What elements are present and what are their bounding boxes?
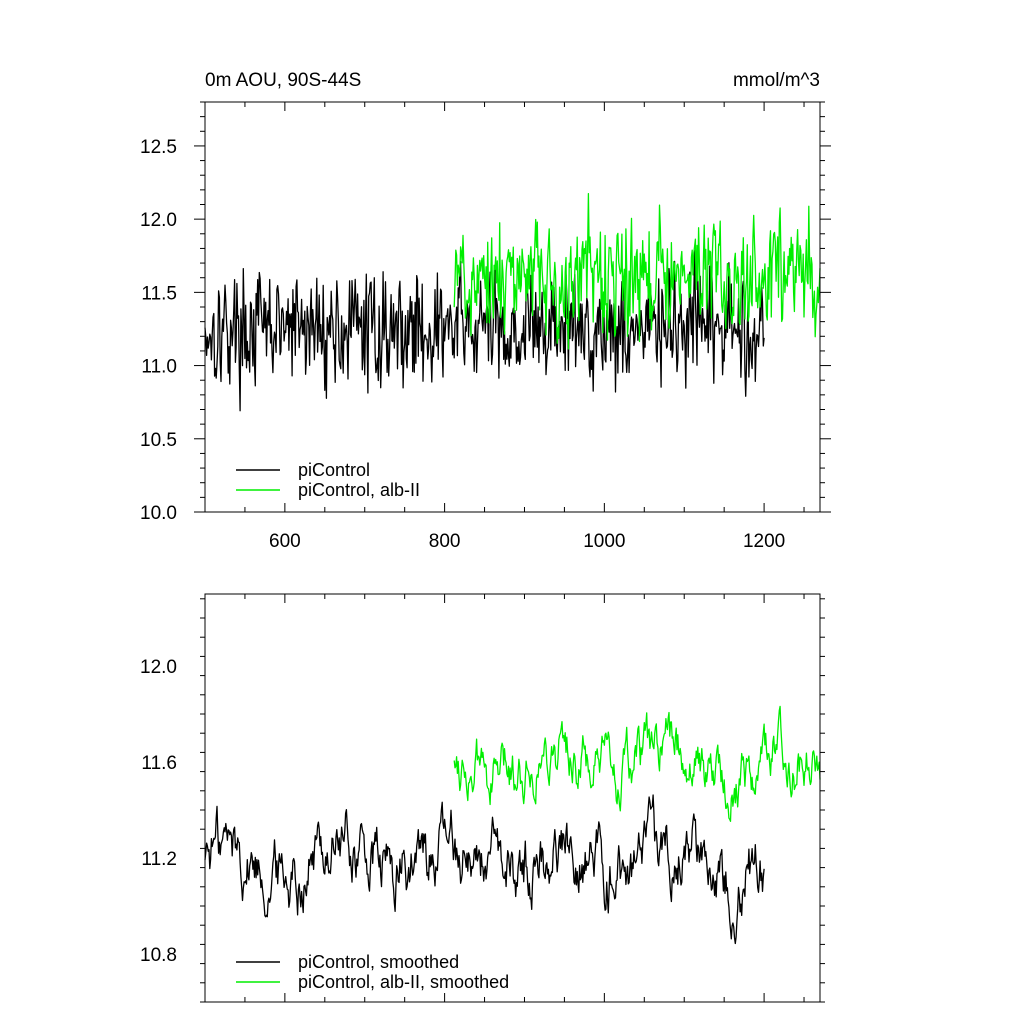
- x-tick-label: 1000: [583, 531, 625, 552]
- series-line-picontrol: [204, 250, 765, 412]
- bottom-panel-plot-area: [204, 705, 821, 945]
- top-panel-axes: 600 800 1000 1200 10.0 10.5 11.0 11.5 12.0 12.5: [140, 101, 831, 552]
- series-line-picontrol-alb-ii-smoothed: [453, 705, 821, 822]
- y-tick-label: 11.6: [141, 753, 177, 774]
- y-tick-label: 10.0: [140, 503, 177, 524]
- top-panel-legend: piControl piControl, alb-II: [236, 460, 420, 500]
- y-tick-label: 11.0: [141, 357, 177, 378]
- bottom-panel-legend: piControl, smoothed piControl, alb-II, s…: [236, 952, 509, 992]
- bottom-panel: 10.8 11.2 11.6 12.0 piControl, smoothed piC…: [140, 593, 825, 1003]
- legend-label-alb-ii: piControl, alb-II: [298, 480, 420, 500]
- top-panel-plot-area: [204, 192, 821, 412]
- y-tick-label: 10.8: [140, 945, 177, 966]
- legend-label-alb-ii-smoothed: piControl, alb-II, smoothed: [298, 972, 509, 992]
- x-tick-label: 600: [269, 531, 301, 552]
- y-tick-label: 12.5: [140, 137, 177, 158]
- y-tick-label: 11.2: [141, 849, 177, 870]
- series-line-picontrol-alb-ii: [453, 192, 821, 350]
- plot-frame: [204, 593, 821, 1003]
- panel-title-units: mmol/m^3: [733, 70, 820, 91]
- y-tick-label: 11.5: [141, 283, 177, 304]
- legend-label-picontrol-smoothed: piControl, smoothed: [298, 952, 459, 972]
- panel-title-left: 0m AOU, 90S-44S: [205, 70, 361, 91]
- bottom-panel-axes: 10.8 11.2 11.6 12.0: [140, 593, 825, 1003]
- legend-label-picontrol: piControl: [298, 460, 370, 480]
- series-line-picontrol-smoothed: [204, 794, 765, 945]
- top-panel: 0m AOU, 90S-44S mmol/m^3 600 800 1000 1200 1…: [140, 70, 831, 552]
- y-tick-label: 12.0: [140, 657, 177, 678]
- y-tick-label: 12.0: [140, 210, 177, 231]
- x-tick-label: 800: [429, 531, 461, 552]
- x-tick-label: 1200: [743, 531, 785, 552]
- y-tick-label: 10.5: [140, 430, 177, 451]
